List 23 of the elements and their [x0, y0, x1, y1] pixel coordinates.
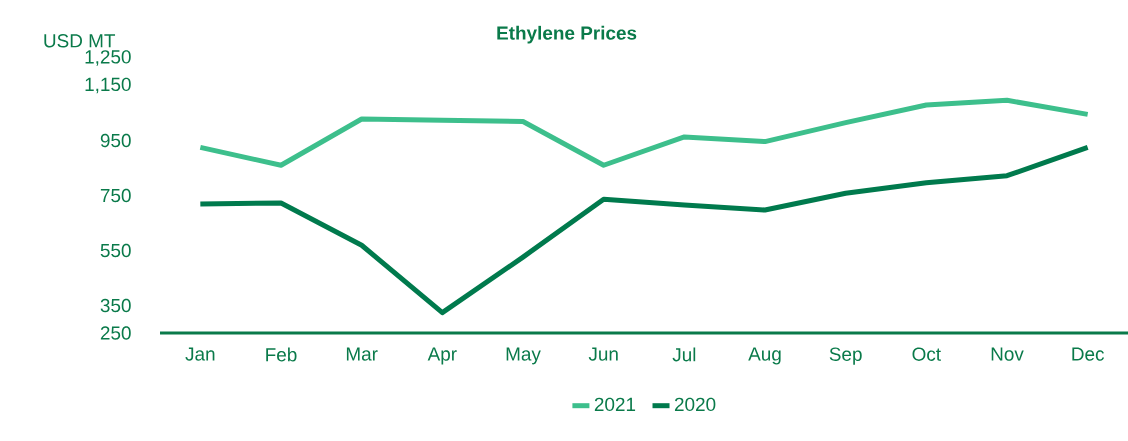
y-tick-label: 750 [100, 188, 131, 203]
x-tick-label: Feb [266, 347, 297, 362]
x-tick-label: Aug [748, 347, 781, 365]
y-tick-label: 1,250 [85, 50, 131, 66]
legend-label: 2020 [674, 397, 716, 412]
chart-title: Ethylene Prices [497, 25, 637, 44]
x-tick-label: Jan [185, 347, 215, 361]
x-tick-label: Jun [588, 347, 618, 361]
x-tick-label: Nov [991, 347, 1024, 361]
x-tick-label: May [506, 347, 541, 365]
x-tick-label: Mar [346, 347, 378, 361]
y-tick-label: 250 [100, 326, 131, 340]
y-tick-label: 950 [100, 133, 131, 148]
legend-label: 2021 [594, 397, 636, 412]
x-tick-label: Apr [427, 347, 457, 365]
y-tick-label: 1,150 [85, 77, 131, 94]
y-tick-label: 350 [100, 298, 131, 313]
x-tick-label: Oct [912, 347, 941, 361]
y-axis-title: USD MT [44, 34, 116, 48]
x-tick-label: Dec [1072, 347, 1105, 361]
x-tick-label: Jul [672, 347, 696, 362]
x-tick-label: Sep [829, 347, 862, 365]
y-tick-label: 550 [100, 243, 131, 258]
